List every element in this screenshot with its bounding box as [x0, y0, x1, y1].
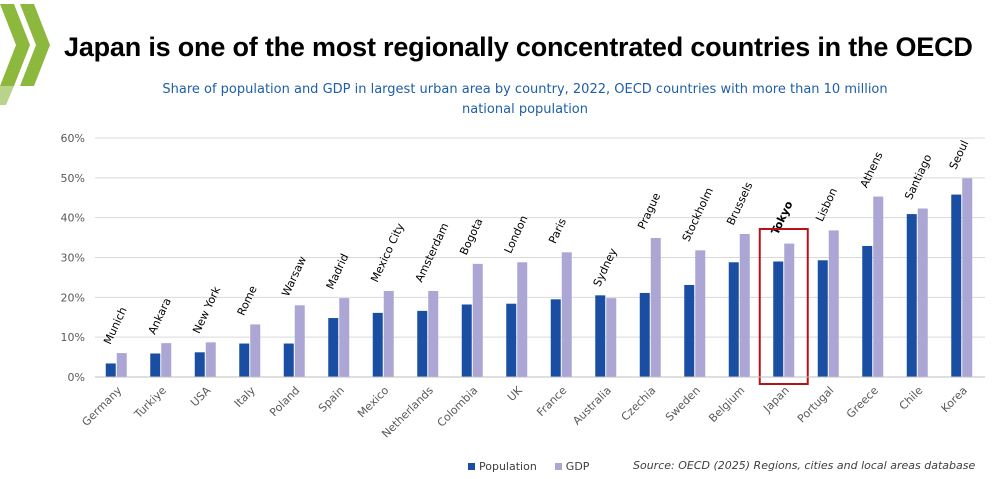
bar-gdp	[294, 305, 305, 377]
logo-chevron-left	[0, 4, 30, 86]
city-label: Santiago	[902, 152, 934, 202]
legend-swatch-gdp	[554, 463, 562, 470]
bar-population	[150, 353, 161, 377]
bar-population	[506, 303, 517, 377]
bar-population	[639, 292, 650, 377]
bar-population	[817, 260, 828, 377]
x-tick-label: France	[534, 384, 569, 419]
bar-population	[906, 214, 917, 377]
y-tick-label: 0%	[68, 371, 85, 384]
bar-gdp	[161, 343, 172, 377]
x-tick-label: Turkiye	[131, 384, 169, 422]
x-tick-label: Germany	[79, 384, 124, 429]
bar-population	[283, 343, 294, 377]
bar-gdp	[784, 243, 795, 377]
city-label: Rome	[235, 284, 260, 318]
page-title: Japan is one of the most regionally conc…	[64, 32, 973, 62]
bar-population	[728, 262, 739, 377]
city-label: Brussels	[724, 180, 755, 227]
city-label: Sydney	[591, 246, 620, 289]
x-tick-label: Australia	[570, 384, 614, 428]
x-tick-label: Greece	[844, 384, 881, 421]
bar-population	[773, 261, 784, 377]
city-label: London	[502, 213, 531, 255]
city-label: Bogota	[457, 216, 485, 257]
bar-gdp	[695, 250, 706, 377]
bar-gdp	[873, 196, 884, 377]
chart-legend: Population GDP	[468, 460, 589, 473]
city-label: Prague	[635, 191, 663, 232]
legend-label-population: Population	[479, 460, 537, 473]
y-tick-label: 60%	[61, 132, 85, 145]
x-tick-label: Italy	[232, 384, 258, 410]
bar-gdp	[205, 342, 216, 377]
x-tick-label: Colombia	[435, 384, 481, 430]
bar-gdp	[606, 298, 617, 377]
bar-population	[550, 299, 561, 377]
x-tick-label: USA	[188, 384, 214, 410]
subtitle-line-1: Share of population and GDP in largest u…	[162, 82, 888, 97]
x-tick-label: Mexico	[355, 384, 392, 421]
city-label: Stockholm	[680, 186, 716, 244]
bar-gdp	[828, 230, 839, 377]
bar-gdp	[428, 290, 439, 377]
city-label: Munich	[101, 305, 129, 346]
bar-population	[951, 194, 962, 377]
bar-gdp	[116, 353, 127, 377]
x-tick-label: Japan	[760, 384, 792, 416]
bar-population	[105, 363, 116, 377]
bar-population	[461, 304, 472, 377]
bar-gdp	[561, 252, 572, 377]
bar-gdp	[650, 237, 661, 377]
bar-population	[239, 343, 250, 377]
source-note: Source: OECD (2025) Regions, cities and …	[633, 459, 976, 472]
city-label: Seoul	[947, 138, 972, 171]
logo-chevron-right	[20, 4, 50, 86]
bar-population	[194, 352, 205, 377]
bar-gdp	[339, 298, 350, 377]
bar-gdp	[472, 263, 483, 377]
x-tick-label: Belgium	[706, 384, 747, 425]
city-label: Paris	[546, 216, 569, 245]
y-tick-label: 10%	[61, 331, 85, 344]
highlight-box	[758, 228, 809, 385]
x-tick-label: Sweden	[663, 384, 703, 424]
x-tick-label: Spain	[316, 384, 347, 415]
bar-population	[328, 318, 339, 377]
chart-subtitle: Share of population and GDP in largest u…	[130, 80, 920, 120]
city-label: Mexico City	[368, 221, 407, 284]
bar-population	[684, 284, 695, 377]
x-tick-label: Portugal	[795, 384, 836, 425]
bar-population	[372, 312, 383, 377]
legend-label-gdp: GDP	[565, 460, 590, 473]
bar-gdp	[383, 290, 394, 377]
bar-gdp	[250, 324, 261, 377]
city-label: Warsaw	[279, 254, 309, 298]
x-tick-label: Czechia	[619, 384, 659, 424]
x-tick-label: Poland	[267, 384, 302, 419]
legend-swatch-population	[468, 463, 475, 470]
bar-gdp	[962, 178, 973, 377]
city-label: Athens	[858, 150, 886, 190]
y-tick-label: 20%	[61, 291, 85, 304]
y-tick-label: 40%	[61, 212, 85, 225]
bar-gdp	[917, 208, 928, 377]
city-label: Ankara	[146, 296, 174, 337]
bar-population	[417, 310, 428, 377]
bar-gdp	[739, 233, 750, 377]
bar-gdp	[517, 262, 528, 377]
y-tick-label: 50%	[61, 172, 85, 185]
x-tick-label: UK	[505, 383, 526, 404]
x-tick-label: Chile	[897, 384, 926, 413]
y-tick-label: 30%	[61, 252, 85, 265]
bar-population	[595, 295, 606, 377]
x-tick-label: Korea	[939, 384, 970, 415]
city-label: New York	[190, 284, 223, 336]
subtitle-line-2: national population	[462, 102, 588, 117]
bar-population	[862, 245, 873, 377]
oecd-logo	[0, 4, 50, 105]
logo-chevron-shadow	[0, 86, 14, 105]
city-label: Amsterdam	[413, 221, 452, 284]
